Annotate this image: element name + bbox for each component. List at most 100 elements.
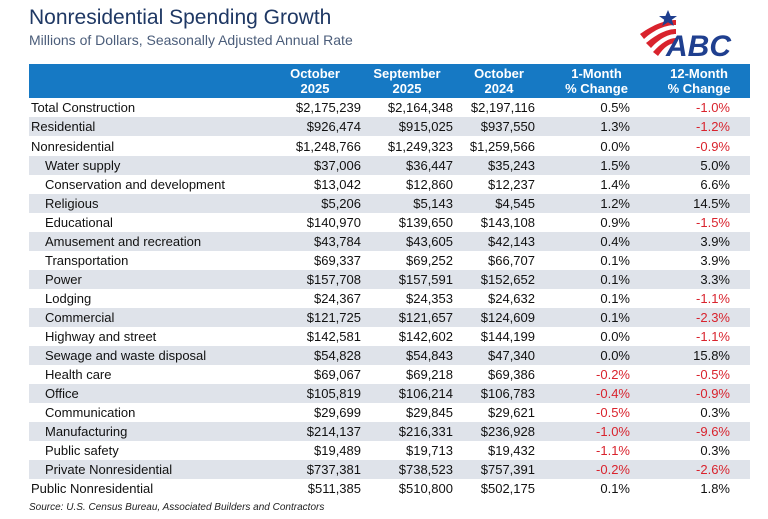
cell-oct-2024: $106,783 bbox=[453, 384, 545, 403]
page-title: Nonresidential Spending Growth bbox=[29, 6, 332, 29]
row-label: Transportation bbox=[45, 253, 129, 268]
abc-logo: ABC bbox=[640, 10, 732, 60]
cell-1-month-change: -1.0% bbox=[545, 422, 648, 441]
cell-12-month-change: 5.0% bbox=[648, 156, 750, 175]
cell-oct-2025: $214,137 bbox=[269, 422, 361, 441]
header-oct-2025: October 2025 bbox=[269, 64, 361, 98]
cell-12-month-change: 15.8% bbox=[648, 346, 750, 365]
cell-oct-2025: $43,784 bbox=[269, 232, 361, 251]
flag-stripes-icon bbox=[640, 20, 676, 56]
row-label: Public safety bbox=[45, 443, 119, 458]
cell-1-month-change: 0.0% bbox=[545, 346, 648, 365]
cell-oct-2025: $511,385 bbox=[307, 481, 361, 496]
cell-sep-2025: $157,591 bbox=[361, 270, 453, 289]
cell-sep-2025: $2,164,348 bbox=[387, 100, 453, 115]
cell-sep-2025: $19,713 bbox=[406, 443, 453, 458]
cell-oct-2024: $1,259,566 bbox=[469, 138, 535, 154]
cell-sep-2025: $24,353 bbox=[406, 291, 453, 306]
cell-1-month-change: 0.1% bbox=[545, 308, 648, 327]
table-row: Nonresidential $1,248,766 $1,249,323 $1,259… bbox=[29, 136, 750, 156]
cell-sep-2025: $106,214 bbox=[361, 384, 453, 403]
row-label: Commercial bbox=[29, 308, 269, 327]
cell-oct-2024: $42,143 bbox=[453, 232, 545, 251]
cell-12-month-change: -1.2% bbox=[648, 117, 750, 136]
cell-12-month-change: 14.5% bbox=[648, 194, 750, 213]
cell-oct-2024: $124,609 bbox=[453, 308, 545, 327]
header-label-column bbox=[29, 64, 269, 98]
cell-sep-2025: $121,657 bbox=[361, 308, 453, 327]
cell-12-month-change: -0.9% bbox=[696, 138, 730, 154]
cell-oct-2024: $937,550 bbox=[453, 117, 545, 136]
cell-sep-2025: $43,605 bbox=[361, 232, 453, 251]
cell-12-month-change: -0.5% bbox=[696, 367, 730, 382]
table-row: Religious $5,206 $5,143 $4,545 1.2% 14.5% bbox=[29, 194, 750, 213]
row-label: Nonresidential bbox=[31, 138, 115, 154]
cell-oct-2024: $29,621 bbox=[488, 405, 535, 420]
cell-12-month-change: -2.6% bbox=[648, 460, 750, 479]
cell-oct-2025: $13,042 bbox=[314, 177, 361, 192]
cell-oct-2025: $1,248,766 bbox=[295, 138, 361, 154]
cell-sep-2025: $29,845 bbox=[406, 405, 453, 420]
cell-12-month-change: -1.0% bbox=[696, 100, 730, 115]
cell-sep-2025: $142,602 bbox=[398, 329, 453, 344]
cell-oct-2024: $47,340 bbox=[453, 346, 545, 365]
cell-oct-2025: $24,367 bbox=[314, 291, 361, 306]
table-row: Office $105,819 $106,214 $106,783 -0.4% -0.9% bbox=[29, 384, 750, 403]
cell-12-month-change: 0.3% bbox=[700, 405, 730, 420]
cell-sep-2025: $216,331 bbox=[361, 422, 453, 441]
cell-12-month-change: -1.1% bbox=[696, 291, 730, 306]
row-label: Manufacturing bbox=[29, 422, 269, 441]
cell-oct-2025: $140,970 bbox=[306, 215, 361, 230]
cell-oct-2025: $69,337 bbox=[314, 253, 361, 268]
table-row: Manufacturing $214,137 $216,331 $236,928 -1.… bbox=[29, 422, 750, 441]
cell-oct-2024: $69,386 bbox=[488, 367, 535, 382]
cell-1-month-change: -0.4% bbox=[545, 384, 648, 403]
cell-oct-2024: $502,175 bbox=[480, 481, 535, 496]
cell-oct-2025: $105,819 bbox=[269, 384, 361, 403]
cell-sep-2025: $36,447 bbox=[361, 156, 453, 175]
row-label: Highway and street bbox=[45, 329, 157, 344]
row-label: Health care bbox=[45, 367, 112, 382]
cell-sep-2025: $69,218 bbox=[406, 367, 453, 382]
cell-oct-2025: $5,206 bbox=[269, 194, 361, 213]
cell-sep-2025: $510,800 bbox=[398, 481, 453, 496]
row-label: Public Nonresidential bbox=[31, 481, 154, 496]
table-row: Commercial $121,725 $121,657 $124,609 0.1% -2… bbox=[29, 308, 750, 327]
table-row: Power $157,708 $157,591 $152,652 0.1% 3.3% bbox=[29, 270, 750, 289]
cell-oct-2025: $69,067 bbox=[314, 367, 361, 382]
cell-oct-2025: $19,489 bbox=[314, 443, 361, 458]
cell-1-month-change: 0.9% bbox=[600, 215, 630, 230]
spending-table: October 2025 September 2025 October 2024 1-… bbox=[29, 64, 750, 498]
cell-12-month-change: 3.3% bbox=[648, 270, 750, 289]
row-label: Water supply bbox=[29, 156, 269, 175]
cell-oct-2025: $926,474 bbox=[269, 117, 361, 136]
table-row: Total Construction $2,175,239 $2,164,348 $2… bbox=[29, 98, 750, 117]
table-row: Highway and street $142,581 $142,602 $144,1… bbox=[29, 327, 750, 346]
cell-1-month-change: 1.4% bbox=[600, 177, 630, 192]
row-label: Lodging bbox=[45, 291, 92, 306]
table-row: Private Nonresidential $737,381 $738,523 $7… bbox=[29, 460, 750, 479]
cell-12-month-change: -9.6% bbox=[648, 422, 750, 441]
cell-oct-2024: $66,707 bbox=[488, 253, 535, 268]
table-row: Sewage and waste disposal $54,828 $54,843 $… bbox=[29, 346, 750, 365]
cell-12-month-change: -2.3% bbox=[648, 308, 750, 327]
cell-oct-2024: $757,391 bbox=[453, 460, 545, 479]
cell-12-month-change: 6.6% bbox=[700, 177, 730, 192]
table-row: Water supply $37,006 $36,447 $35,243 1.5% 5.0… bbox=[29, 156, 750, 175]
cell-sep-2025: $738,523 bbox=[361, 460, 453, 479]
cell-oct-2025: $142,581 bbox=[306, 329, 361, 344]
cell-1-month-change: 0.0% bbox=[600, 329, 630, 344]
table-row: Educational $140,970 $139,650 $143,108 0.9% -… bbox=[29, 213, 750, 232]
cell-oct-2025: $121,725 bbox=[269, 308, 361, 327]
cell-sep-2025: $1,249,323 bbox=[387, 138, 453, 154]
row-label: Conservation and development bbox=[45, 177, 225, 192]
cell-12-month-change: 0.3% bbox=[700, 443, 730, 458]
table-row: Residential $926,474 $915,025 $937,550 1.3% -… bbox=[29, 117, 750, 136]
cell-oct-2024: $19,432 bbox=[488, 443, 535, 458]
table-row: Public Nonresidential $511,385 $510,800 $50… bbox=[29, 479, 750, 498]
table-row: Lodging $24,367 $24,353 $24,632 0.1% -1.1% bbox=[29, 289, 750, 308]
logo-text: ABC bbox=[665, 30, 732, 60]
table-row: Conservation and development $13,042 $12,8… bbox=[29, 175, 750, 194]
cell-1-month-change: 0.4% bbox=[545, 232, 648, 251]
row-label: Total Construction bbox=[31, 100, 136, 115]
